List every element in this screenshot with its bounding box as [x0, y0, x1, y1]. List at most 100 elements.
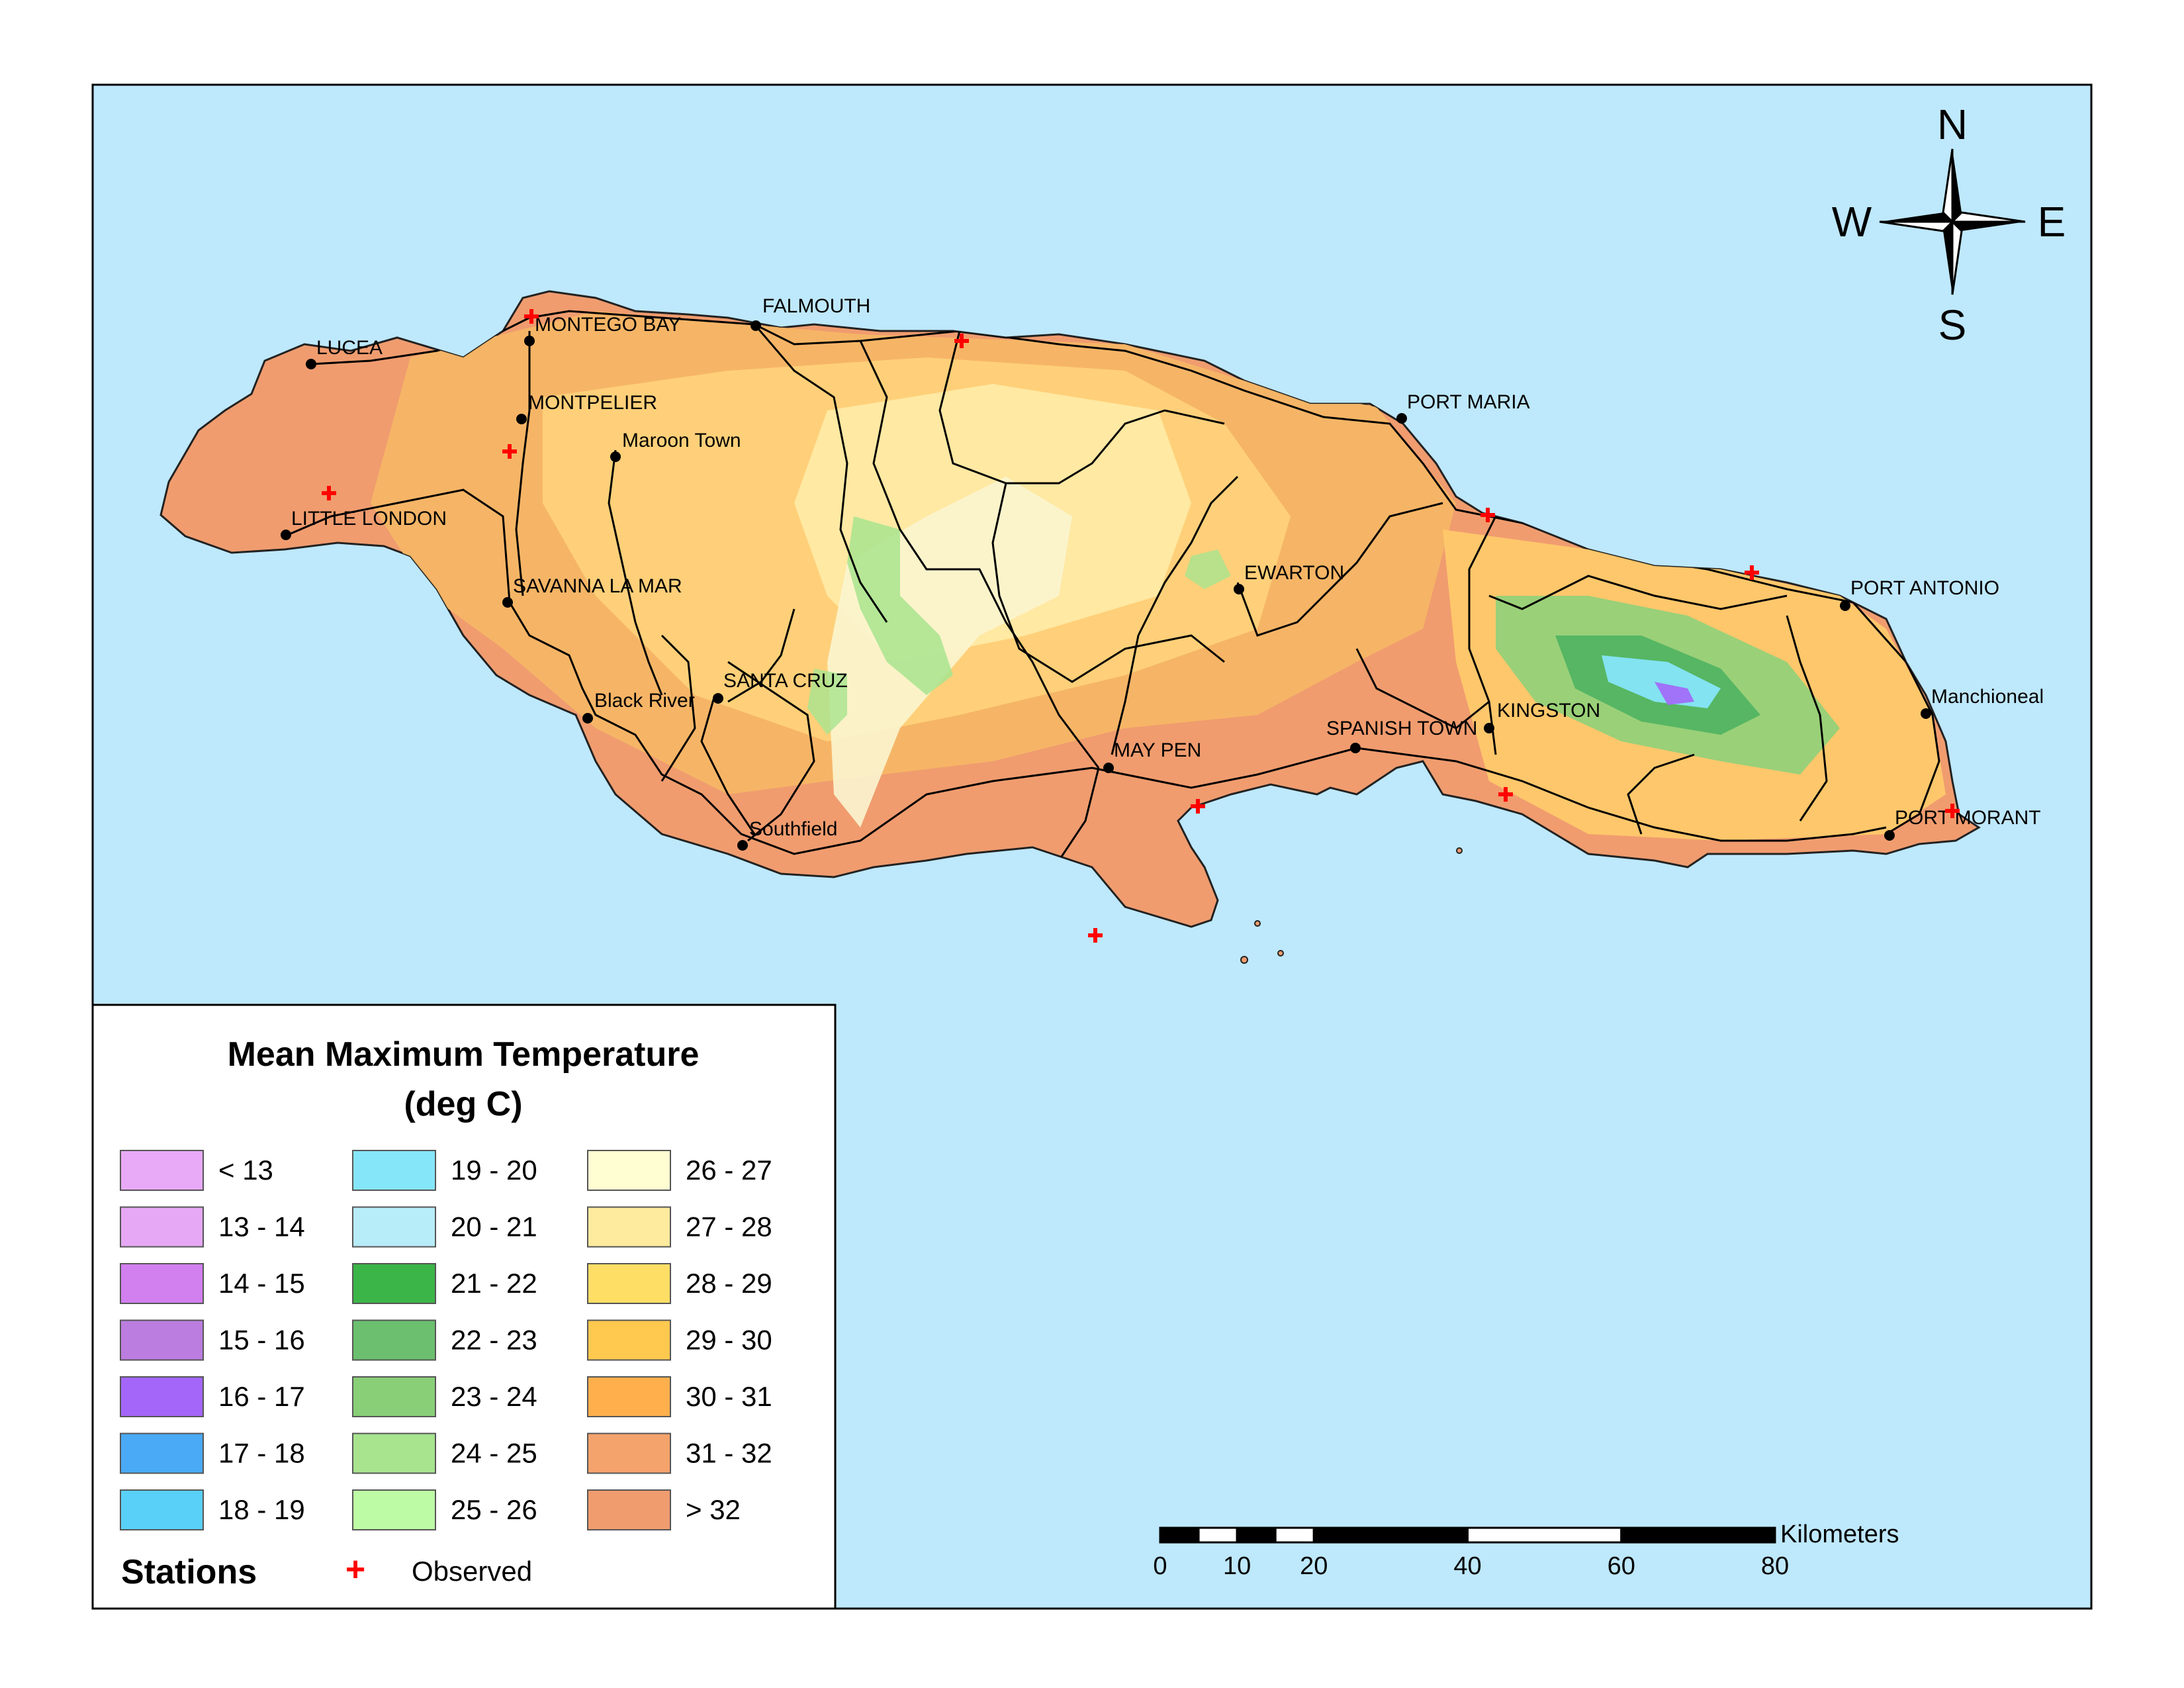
- scale-bar-unit: Kilometers: [1780, 1521, 1899, 1548]
- compass-label-s: S: [1938, 301, 1967, 349]
- scale-bar-segment: [1274, 1526, 1315, 1544]
- legend-swatch: [587, 1489, 671, 1530]
- towns-layer: LUCEA MONTEGO BAY FALMOUTH MONTPELIER Maroon…: [281, 295, 2044, 851]
- observed-station-marker: [502, 444, 517, 459]
- zone-green-3: [1185, 549, 1231, 589]
- legend: Mean Maximum Temperature (deg C) < 13 13 …: [91, 1004, 837, 1610]
- compass-rose: N S E W: [1832, 101, 2066, 349]
- legend-swatch: [587, 1319, 671, 1361]
- town-point: [281, 530, 291, 540]
- legend-class-label: 21 - 22: [451, 1268, 537, 1299]
- legend-swatch: [352, 1489, 436, 1530]
- town-point: [1884, 830, 1895, 841]
- town-point: [1103, 763, 1114, 773]
- town-label: KINGSTON: [1497, 700, 1600, 722]
- scale-bar-segment: [1467, 1526, 1623, 1544]
- legend-swatch: [120, 1319, 204, 1361]
- observed-station-marker: [524, 309, 539, 324]
- observed-station-marker: [322, 486, 336, 500]
- town-point: [1350, 743, 1361, 753]
- town-label: Southfield: [749, 818, 837, 840]
- legend-swatch: [120, 1206, 204, 1248]
- legend-swatch: [120, 1432, 204, 1474]
- legend-class-label: 17 - 18: [218, 1438, 305, 1469]
- town-label: PORT ANTONIO: [1850, 577, 1999, 599]
- town-label: FALMOUTH: [762, 295, 870, 317]
- town-label: MONTEGO BAY: [535, 314, 681, 336]
- compass-label-w: W: [1832, 198, 1872, 246]
- legend-box: [91, 1004, 837, 1610]
- town-label: MAY PEN: [1114, 739, 1201, 761]
- legend-class-label: 30 - 31: [686, 1381, 772, 1412]
- scale-bar-tick-label: 80: [1761, 1552, 1789, 1580]
- legend-swatch: [352, 1376, 436, 1417]
- town-point: [502, 597, 513, 608]
- observed-legend-label: Observed: [412, 1556, 532, 1587]
- town-point: [524, 336, 535, 346]
- legend-class-label: < 13: [218, 1154, 273, 1186]
- town-label: PORT MARIA: [1407, 391, 1530, 413]
- observed-station-marker: [1945, 804, 1960, 818]
- town-point: [1921, 708, 1931, 719]
- legend-swatch: [352, 1263, 436, 1304]
- scale-bar-tick-label: 10: [1223, 1552, 1251, 1580]
- legend-swatch: [352, 1319, 436, 1361]
- islet: [1240, 956, 1248, 964]
- town-label: EWARTON: [1244, 562, 1344, 584]
- stations-layer: [322, 309, 1960, 943]
- observed-legend-marker: +: [345, 1550, 365, 1589]
- zone-central-green: [847, 516, 953, 695]
- legend-class-label: 13 - 14: [218, 1211, 305, 1243]
- legend-swatch: [120, 1263, 204, 1304]
- observed-station-marker: [1191, 799, 1205, 814]
- legend-class-label: 26 - 27: [686, 1154, 772, 1186]
- legend-title: Mean Maximum Temperature: [228, 1035, 700, 1074]
- scale-bar-tick-label: 20: [1300, 1552, 1328, 1580]
- zone-blue-mountain-peak: [1655, 682, 1694, 705]
- legend-swatch: [352, 1206, 436, 1248]
- town-label: Manchioneal: [1931, 686, 2044, 708]
- legend-swatch: [587, 1376, 671, 1417]
- scale-bar: Kilometers 0 10 20 40 60 80: [1153, 1521, 1899, 1580]
- town-label: MONTPELIER: [528, 392, 657, 414]
- scale-bar-segment: [1197, 1526, 1238, 1544]
- legend-class-label: 23 - 24: [451, 1381, 537, 1412]
- legend-swatch: [120, 1150, 204, 1191]
- islet: [1254, 920, 1261, 927]
- scale-bar-tick-label: 0: [1153, 1552, 1167, 1580]
- town-point: [1234, 584, 1244, 594]
- legend-stations-heading: Stations: [121, 1553, 257, 1591]
- legend-class-label: 29 - 30: [686, 1325, 772, 1356]
- observed-station-marker: [1480, 508, 1495, 522]
- town-point: [1396, 413, 1407, 424]
- zone-green-2: [807, 669, 847, 735]
- scale-bar-tick-label: 40: [1453, 1552, 1481, 1580]
- town-label: LITTLE LONDON: [291, 508, 447, 530]
- town-label: SAVANNA LA MAR: [513, 575, 682, 597]
- islet: [1277, 950, 1284, 957]
- compass-label-e: E: [2038, 198, 2066, 246]
- legend-swatch: [120, 1376, 204, 1417]
- town-point: [516, 414, 527, 424]
- compass-arrow-west: [1879, 220, 1955, 232]
- legend-class-label: 16 - 17: [218, 1381, 305, 1412]
- observed-station-marker: [954, 334, 969, 348]
- legend-swatch: [587, 1432, 671, 1474]
- scale-bar-segment: [1159, 1526, 1200, 1544]
- legend-class-label: 20 - 21: [451, 1211, 537, 1243]
- islet: [1456, 847, 1463, 854]
- town-point: [1840, 600, 1850, 611]
- legend-class-label: 25 - 26: [451, 1494, 537, 1525]
- legend-class-label: 18 - 19: [218, 1494, 305, 1525]
- legend-class-label: 27 - 28: [686, 1211, 772, 1243]
- legend-swatch: [352, 1432, 436, 1474]
- compass-arrow-east: [1952, 222, 2025, 231]
- scale-bar-segment: [1620, 1526, 1776, 1544]
- town-label: LUCEA: [316, 337, 383, 359]
- compass-arrow-west: [1880, 212, 1952, 222]
- town-point: [306, 359, 316, 369]
- legend-class-label: 22 - 23: [451, 1325, 537, 1356]
- town-label: SANTA CRUZ: [723, 670, 848, 692]
- compass-arrow-south: [1943, 222, 1952, 295]
- legend-class-label: 28 - 29: [686, 1268, 772, 1299]
